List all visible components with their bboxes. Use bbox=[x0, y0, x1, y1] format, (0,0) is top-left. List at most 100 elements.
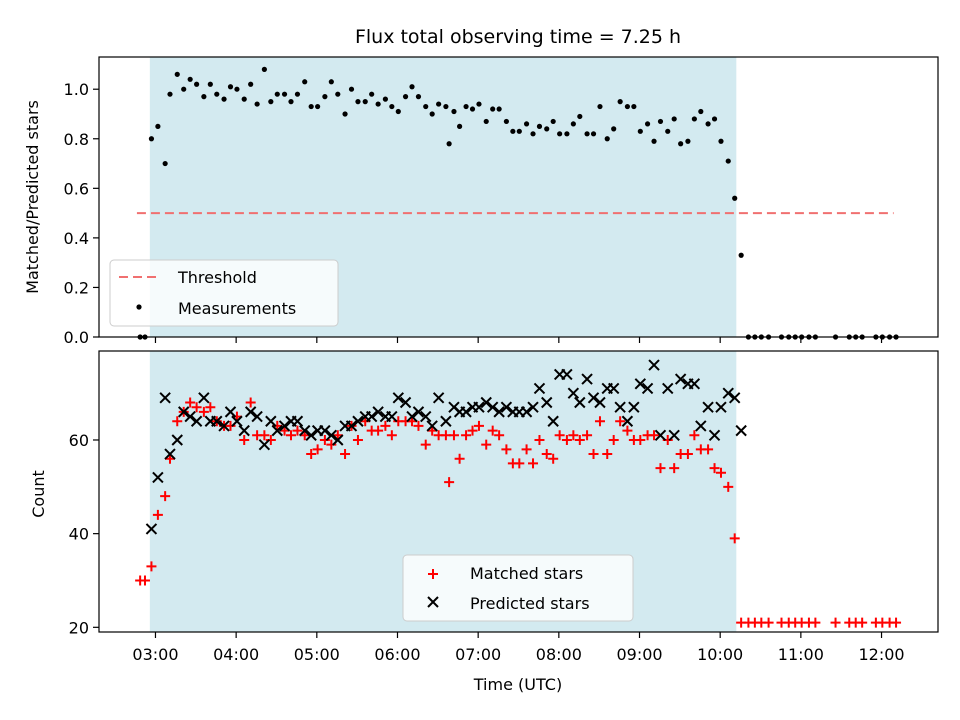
measurement-point bbox=[162, 160, 168, 167]
predicted-star-marker bbox=[271, 424, 283, 437]
predicted-star-marker bbox=[493, 406, 505, 418]
chart-title: Flux total observing time = 7.25 h bbox=[355, 26, 681, 48]
predicted-star-marker bbox=[386, 410, 398, 423]
x-tick-label: 05:00 bbox=[294, 645, 340, 664]
measurement-point bbox=[409, 84, 415, 90]
measurement-point bbox=[446, 141, 452, 147]
predicted-star-marker bbox=[662, 382, 674, 395]
matched-star-marker bbox=[312, 444, 323, 455]
predicted-star-marker bbox=[372, 406, 384, 418]
measurement-point bbox=[274, 91, 280, 97]
measurement-point bbox=[671, 116, 677, 122]
matched-star-marker bbox=[259, 430, 270, 441]
matched-star-marker bbox=[481, 439, 492, 450]
predicted-star-marker bbox=[722, 387, 734, 399]
measurement-point bbox=[503, 118, 509, 125]
predicted-star-marker bbox=[224, 406, 237, 418]
matched-star-marker bbox=[352, 434, 363, 445]
measurement-point bbox=[167, 91, 173, 97]
measurement-point bbox=[711, 116, 718, 122]
matched-star-marker bbox=[454, 453, 465, 464]
x-tick-label: 08:00 bbox=[536, 645, 582, 664]
matched-star-marker bbox=[548, 453, 559, 464]
measurement-point bbox=[328, 79, 334, 85]
measurement-point bbox=[201, 94, 207, 100]
measurement-point bbox=[288, 99, 294, 105]
matched-star-marker bbox=[810, 617, 821, 628]
bottom-y-axis-label: Count bbox=[29, 470, 48, 518]
matched-star-marker bbox=[326, 439, 337, 450]
measurement-point bbox=[362, 99, 368, 105]
predicted-star-marker bbox=[218, 420, 230, 432]
measurement-point bbox=[268, 99, 274, 105]
matched-star-marker bbox=[487, 425, 498, 436]
predicted-star-marker bbox=[547, 415, 559, 427]
matched-star-marker bbox=[245, 397, 256, 408]
predicted-star-marker bbox=[392, 392, 405, 404]
predicted-star-marker bbox=[432, 392, 445, 404]
x-tick-label: 10:00 bbox=[697, 645, 743, 664]
measurement-point bbox=[355, 99, 361, 105]
measurement-point bbox=[443, 103, 449, 110]
matched-star-marker bbox=[191, 402, 202, 413]
matched-star-marker bbox=[306, 449, 317, 460]
predicted-star-marker bbox=[500, 401, 513, 413]
legend-predicted-label: Predicted stars bbox=[470, 594, 590, 613]
y-tick-label: 0.0 bbox=[64, 328, 89, 347]
predicted-star-marker bbox=[574, 396, 586, 409]
predicted-star-marker bbox=[251, 410, 263, 423]
measurement-point bbox=[584, 131, 590, 137]
predicted-star-marker bbox=[735, 424, 747, 437]
predicted-star-marker bbox=[480, 396, 492, 409]
measurement-point bbox=[550, 118, 556, 125]
measurement-point bbox=[207, 81, 213, 87]
predicted-star-marker bbox=[171, 434, 183, 446]
measurement-point bbox=[490, 106, 496, 112]
matched-star-marker bbox=[185, 397, 196, 408]
matched-star-marker bbox=[501, 444, 512, 455]
predicted-star-marker bbox=[460, 406, 472, 418]
matched-star-marker bbox=[574, 434, 585, 445]
matched-star-marker bbox=[386, 430, 397, 441]
measurement-point bbox=[241, 96, 247, 102]
matched-star-marker bbox=[420, 439, 431, 450]
legend-predicted-swatch bbox=[427, 596, 439, 608]
measurement-point bbox=[423, 103, 429, 110]
x-tick-label: 11:00 bbox=[778, 645, 824, 664]
x-tick-label: 09:00 bbox=[616, 645, 662, 664]
matched-star-marker bbox=[139, 575, 150, 586]
measurement-point bbox=[637, 128, 643, 134]
measurement-point bbox=[402, 94, 409, 100]
predicted-star-marker bbox=[198, 392, 210, 404]
predicted-star-marker bbox=[587, 392, 600, 404]
predicted-star-marker bbox=[278, 420, 291, 432]
predicted-star-marker bbox=[352, 415, 364, 427]
predicted-star-marker bbox=[325, 429, 338, 442]
measurement-point bbox=[294, 91, 301, 97]
predicted-star-marker bbox=[319, 424, 331, 437]
matched-star-marker bbox=[891, 617, 902, 628]
measurement-point bbox=[698, 108, 704, 115]
measurement-point bbox=[476, 101, 482, 107]
predicted-star-marker bbox=[561, 368, 573, 381]
measurement-point bbox=[631, 103, 637, 110]
matched-star-marker bbox=[286, 430, 297, 441]
matched-star-marker bbox=[467, 425, 478, 436]
matched-star-marker bbox=[225, 420, 236, 431]
legend-matched-swatch bbox=[428, 569, 438, 579]
matched-star-marker bbox=[554, 430, 565, 441]
matched-star-marker bbox=[534, 434, 545, 445]
predicted-star-marker bbox=[527, 401, 539, 413]
measurement-point bbox=[155, 123, 161, 129]
measurement-point bbox=[678, 141, 684, 147]
matched-star-marker bbox=[615, 416, 626, 427]
predicted-star-marker bbox=[607, 382, 620, 395]
predicted-star-marker bbox=[426, 420, 438, 432]
measurement-point bbox=[308, 103, 314, 110]
measurement-point bbox=[510, 128, 516, 134]
bottom-panel: 20 40 60 03:00 04:00 05:00 06:00 07:00 08:00 09:0… bbox=[69, 350, 939, 664]
top-legend-box bbox=[109, 259, 339, 327]
x-tick-label: 06:00 bbox=[374, 645, 420, 664]
measurement-point bbox=[718, 138, 724, 144]
